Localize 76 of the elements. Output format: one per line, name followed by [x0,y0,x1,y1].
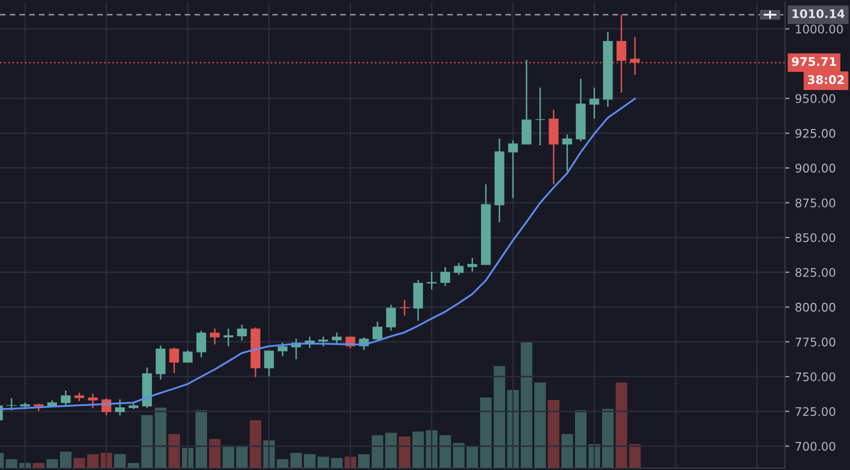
y-tick-label: 900.00 [795,164,836,173]
bar [128,462,140,468]
y-tick-label: 875.00 [796,198,836,208]
candlestick [196,330,206,358]
y-tick-label: 725.00 [796,407,836,416]
bar [141,415,153,468]
bar [453,442,465,468]
y-tick-label: 850.00 [796,233,836,242]
text: 38:02 [808,75,844,84]
y-tick-label: 950.00 [795,94,836,104]
bar [168,434,180,468]
bar [331,458,343,468]
bar [574,410,587,468]
candlestick [210,328,220,346]
bar [494,366,506,468]
bar [412,432,424,468]
y-tick-label: 825.00 [796,268,836,277]
candlestick [60,390,71,406]
candlestick [426,271,437,290]
bar [629,444,641,468]
bar [520,342,532,468]
ref-line-label: 975.71 [792,57,836,66]
candlestick [562,134,572,172]
candlestick [508,140,518,199]
bar [561,434,573,468]
y-tick-label: 925.00 [795,128,836,138]
candlestick [6,398,16,411]
candlestick [278,342,288,357]
bar [602,408,614,468]
bar [372,435,384,468]
candlestick [115,398,125,416]
y-tick-label: 750.00 [796,372,836,382]
candlestick [237,324,247,342]
bar [317,456,330,468]
bar [6,459,18,468]
y-tick-label: 700.00 [796,442,836,451]
bar [60,452,72,468]
candlestick [454,262,464,276]
bar [304,454,316,468]
candlestick [440,266,450,287]
candlestick [467,257,478,272]
candlestick [386,304,396,332]
bar [480,398,492,468]
bar [250,420,262,468]
candlestick [169,346,180,374]
candlestick [372,320,382,342]
bar [46,459,58,468]
candlestick [332,332,342,344]
bar [222,445,234,468]
bar [385,432,397,468]
bar [439,435,451,468]
y-tick-label: 1000.00 [796,24,843,34]
candlestick [223,328,234,347]
bar [154,408,166,468]
bar [209,439,221,468]
bar [276,459,288,468]
bar [196,410,208,468]
bar [74,458,86,468]
y-tick-label: 800.00 [796,302,836,312]
ref-line-label: 1010.14 [792,9,845,18]
candlestick [318,336,328,347]
bar [616,382,628,468]
y-tick-label: 775.00 [796,338,836,346]
bar [534,382,546,468]
candlestick [182,349,193,364]
bar [87,454,99,468]
candlestick [589,86,600,120]
bar [114,454,126,468]
bar [290,452,302,468]
bar [466,446,478,468]
bar [398,436,410,468]
bar [548,400,560,468]
bar [358,454,370,468]
candlestick [88,393,98,409]
candlestick [264,350,274,377]
bar [236,445,248,468]
